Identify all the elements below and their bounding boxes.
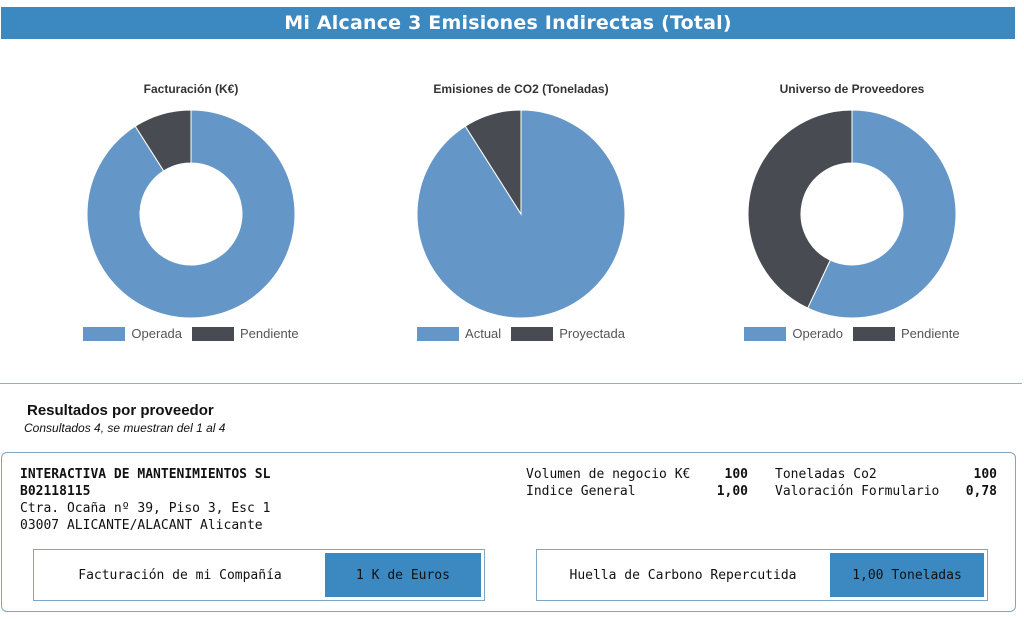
legend-item[interactable]: Actual (417, 326, 501, 341)
volumen-label: Volumen de negocio K€ (526, 467, 691, 482)
chart-legend: Operado Pendiente (702, 326, 1002, 341)
legend-swatch (511, 326, 554, 341)
pie-slice-pendiente[interactable] (134, 109, 192, 172)
facturacion-box: Facturación de mi Compañía 1 K de Euros (33, 549, 485, 601)
legend-label: Proyectada (559, 326, 625, 341)
page-header: Mi Alcance 3 Emisiones Indirectas (Total… (1, 7, 1015, 39)
supplier-id: B02118115 (20, 484, 91, 499)
valoracion-label: Valoración Formulario (775, 484, 940, 499)
chart-legend: Operada Pendiente (41, 326, 341, 341)
pie-slice-proyectada[interactable] (464, 109, 522, 216)
legend-item[interactable]: Pendiente (192, 326, 299, 341)
pie-slice-operado[interactable] (807, 109, 957, 319)
valoracion-value: 0,78 (965, 484, 997, 499)
legend-swatch (192, 326, 235, 341)
chart-legend: Actual Proyectada (371, 326, 671, 341)
facturacion-label: Facturación de mi Compañía (78, 567, 282, 583)
indice-value: 1,00 (716, 484, 748, 499)
legend-swatch (417, 326, 460, 341)
facturacion-value: 1 K de Euros (325, 553, 481, 597)
section-divider (0, 383, 1022, 384)
huella-value: 1,00 Toneladas (830, 553, 984, 597)
chart-title: Universo de Proveedores (779, 82, 925, 96)
legend-item[interactable]: Operado (744, 326, 843, 341)
supplier-city: 03007 ALICANTE/ALACANT Alicante (20, 518, 263, 533)
legend-label: Operada (131, 326, 183, 341)
page-title: Mi Alcance 3 Emisiones Indirectas (Total… (284, 12, 732, 34)
legend-swatch (853, 326, 896, 341)
supplier-name[interactable]: INTERACTIVA DE MANTENIMIENTOS SL (20, 467, 271, 482)
results-title: Resultados por proveedor (27, 402, 214, 419)
chart-proveedores-svg (747, 109, 957, 319)
legend-label: Pendiente (901, 326, 960, 341)
pie-slice-operada[interactable] (86, 109, 296, 319)
legend-swatch (744, 326, 787, 341)
legend-item[interactable]: Operada (83, 326, 182, 341)
pie-slice-pendiente[interactable] (747, 109, 853, 309)
chart-facturacion-svg (86, 109, 296, 319)
chart-title: Emisiones de CO2 (Toneladas) (433, 82, 609, 96)
legend-item[interactable]: Proyectada (511, 326, 625, 341)
chart-emisiones-svg (416, 109, 626, 319)
toneladas-value: 100 (973, 467, 997, 482)
huella-label: Huella de Carbono Repercutida (569, 567, 797, 583)
chart-title: Facturación (K€) (143, 82, 239, 96)
toneladas-label: Toneladas Co2 (775, 467, 877, 482)
volumen-value: 100 (724, 467, 748, 482)
supplier-card[interactable]: INTERACTIVA DE MANTENIMIENTOS SL B021181… (1, 452, 1016, 612)
legend-label: Operado (792, 326, 844, 341)
results-subtitle: Consultados 4, se muestran del 1 al 4 (24, 421, 226, 435)
legend-item[interactable]: Pendiente (853, 326, 960, 341)
chart-proveedores: Universo de Proveedores Operado Pendient… (702, 80, 1002, 350)
legend-label: Actual (465, 326, 502, 341)
huella-box: Huella de Carbono Repercutida 1,00 Tonel… (536, 549, 988, 601)
legend-swatch (83, 326, 126, 341)
supplier-address: Ctra. Ocaña nº 39, Piso 3, Esc 1 (20, 501, 271, 516)
chart-facturacion: Facturación (K€) Operada Pendiente (41, 80, 341, 350)
chart-emisiones: Emisiones de CO2 (Toneladas) Actual Proy… (371, 80, 671, 350)
legend-label: Pendiente (240, 326, 299, 341)
indice-label: Indice General (526, 484, 636, 499)
